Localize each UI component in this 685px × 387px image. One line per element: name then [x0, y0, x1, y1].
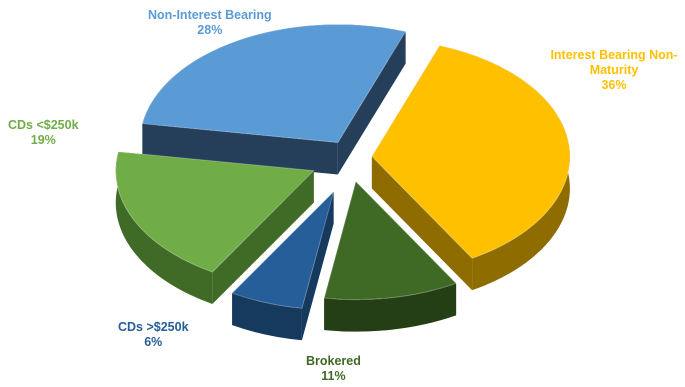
label-cds-250k: CDs >$250k 6% — [118, 320, 189, 350]
label-name: Interest Bearing Non- — [550, 48, 678, 62]
slice-wall — [212, 170, 314, 305]
label-percent: 19% — [30, 133, 56, 147]
slice-top — [141, 23, 407, 144]
label-brokered: Brokered 11% — [306, 354, 361, 384]
slice-cds-250k — [231, 190, 335, 341]
slice-brokered — [323, 180, 457, 332]
slice-non-interest-bearing — [141, 23, 407, 175]
label-percent: 28% — [197, 23, 223, 37]
slice-wall — [142, 123, 338, 175]
label-non-interest-bearing: Non-Interest Bearing 28% — [148, 8, 272, 38]
slice-side — [324, 283, 457, 332]
label-name: Maturity — [589, 63, 639, 77]
label-percent: 11% — [321, 369, 346, 383]
slice-wall — [337, 31, 406, 175]
slice-cds-250k — [115, 151, 315, 305]
slice-side — [115, 151, 213, 305]
slice-wall — [371, 156, 473, 291]
slice-top — [231, 190, 335, 309]
slice-interest-bearing-non-maturity — [371, 45, 571, 291]
slice-top — [115, 151, 315, 273]
slice-side — [232, 293, 302, 341]
label-percent: 6% — [144, 335, 163, 349]
slice-top — [371, 45, 571, 259]
label-interest-bearing-non-maturity: Interest Bearing Non- Maturity 36% — [548, 48, 680, 93]
label-name: Non-Interest Bearing — [148, 8, 272, 22]
slice-top — [323, 180, 457, 301]
label-name: CDs >$250k — [118, 320, 189, 334]
label-percent: 36% — [601, 78, 627, 92]
label-name: Brokered — [306, 354, 361, 368]
label-name: CDs <$250k — [8, 118, 79, 132]
label-cds-250k: CDs <$250k 19% — [8, 118, 79, 148]
